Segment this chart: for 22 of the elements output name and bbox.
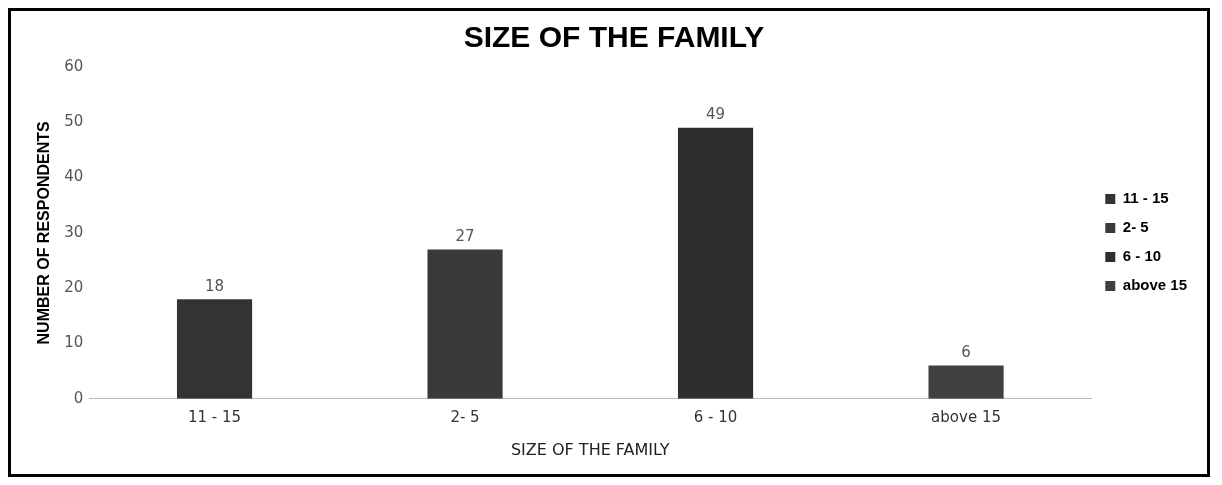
x-tick-label: 2- 5 — [450, 407, 480, 426]
x-axis-title: SIZE OF THE FAMILY — [510, 439, 670, 459]
data-label: 49 — [706, 105, 726, 124]
legend-label: 11 - 15 — [1122, 189, 1169, 207]
y-tick-label: 40 — [64, 167, 84, 186]
x-tick-label: 6 - 10 — [693, 407, 738, 426]
data-label: 27 — [455, 226, 475, 245]
x-tick-label: 11 - 15 — [187, 407, 242, 426]
legend-label: 6 - 10 — [1122, 247, 1162, 265]
y-tick-label: 0 — [73, 388, 84, 407]
chart-title: SIZE OF THE FAMILY — [463, 20, 765, 54]
y-tick-label: 50 — [64, 112, 84, 131]
data-label: 18 — [204, 276, 225, 295]
x-tick-label: above 15 — [931, 407, 1001, 426]
legend-label: above 15 — [1122, 276, 1188, 294]
data-label: 6 — [961, 343, 971, 362]
y-tick-label: 60 — [64, 56, 84, 75]
y-tick-label: 10 — [64, 333, 84, 352]
y-tick-label: 20 — [64, 278, 84, 297]
y-tick-label: 30 — [64, 222, 84, 241]
legend-label: 2- 5 — [1122, 218, 1149, 236]
y-axis-title: NUMBER OF RESPONDENTS — [35, 121, 53, 345]
